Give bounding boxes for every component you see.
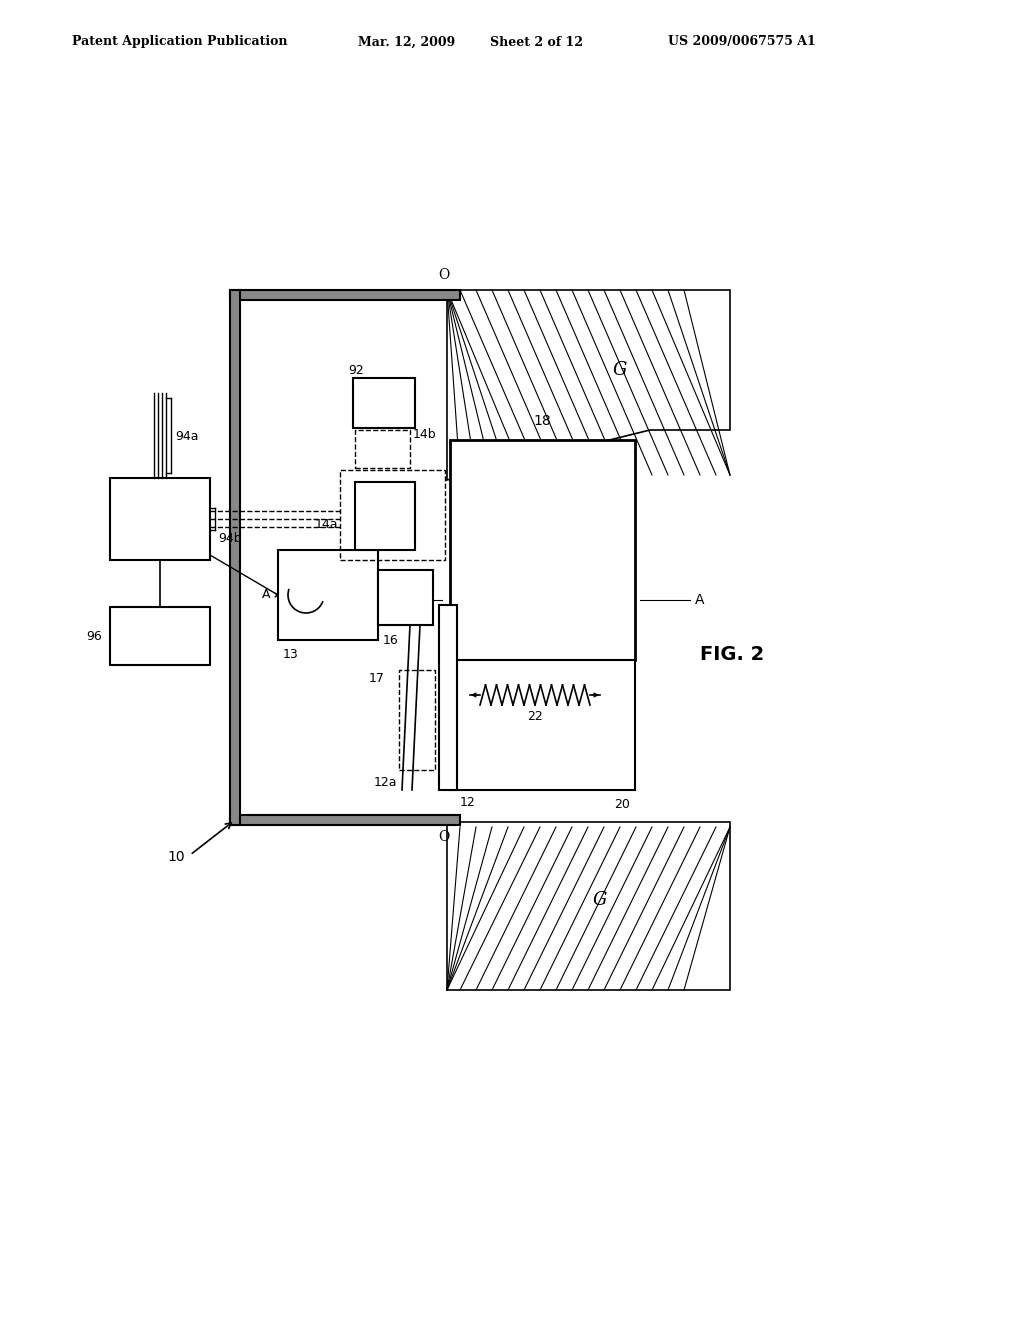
- Bar: [278, 550, 378, 640]
- Text: 94a: 94a: [175, 429, 199, 442]
- Text: 10: 10: [167, 850, 185, 865]
- Bar: [450, 440, 635, 660]
- Text: 14b: 14b: [413, 429, 436, 441]
- Text: 13: 13: [283, 648, 299, 661]
- Bar: [439, 605, 457, 789]
- Text: 17: 17: [369, 672, 385, 685]
- Bar: [230, 290, 240, 825]
- Text: 12a: 12a: [374, 776, 397, 788]
- Bar: [353, 378, 415, 428]
- Bar: [355, 430, 410, 469]
- Text: B: B: [361, 544, 370, 557]
- Bar: [230, 814, 460, 825]
- Text: 16: 16: [383, 634, 398, 647]
- Text: US 2009/0067575 A1: US 2009/0067575 A1: [668, 36, 816, 49]
- Text: 92: 92: [348, 363, 364, 376]
- Text: 22: 22: [527, 710, 543, 723]
- Text: 12: 12: [460, 796, 476, 808]
- Text: FIG. 2: FIG. 2: [700, 645, 764, 664]
- Text: A: A: [261, 589, 270, 602]
- Bar: [399, 671, 435, 770]
- Text: 14: 14: [384, 568, 400, 581]
- Text: Mar. 12, 2009: Mar. 12, 2009: [358, 36, 456, 49]
- Polygon shape: [447, 822, 730, 990]
- Bar: [450, 660, 635, 789]
- Bar: [355, 482, 415, 550]
- Text: G: G: [593, 891, 607, 909]
- Text: O: O: [438, 268, 450, 282]
- Text: G: G: [612, 360, 627, 379]
- Text: A: A: [695, 593, 705, 607]
- Text: 96: 96: [86, 630, 102, 643]
- Bar: [340, 470, 445, 560]
- Text: 14a: 14a: [314, 519, 338, 532]
- Bar: [378, 570, 433, 624]
- Text: 18: 18: [534, 414, 551, 428]
- Text: DISPLAY: DISPLAY: [134, 631, 186, 642]
- Bar: [110, 607, 210, 665]
- Bar: [230, 290, 460, 300]
- Text: 94b: 94b: [218, 532, 242, 545]
- Text: 20: 20: [614, 799, 630, 812]
- Text: Patent Application Publication: Patent Application Publication: [72, 36, 288, 49]
- Text: COMPUTER: COMPUTER: [125, 513, 195, 524]
- Bar: [110, 478, 210, 560]
- Polygon shape: [447, 290, 730, 480]
- Text: Sheet 2 of 12: Sheet 2 of 12: [490, 36, 583, 49]
- Text: O: O: [438, 830, 450, 843]
